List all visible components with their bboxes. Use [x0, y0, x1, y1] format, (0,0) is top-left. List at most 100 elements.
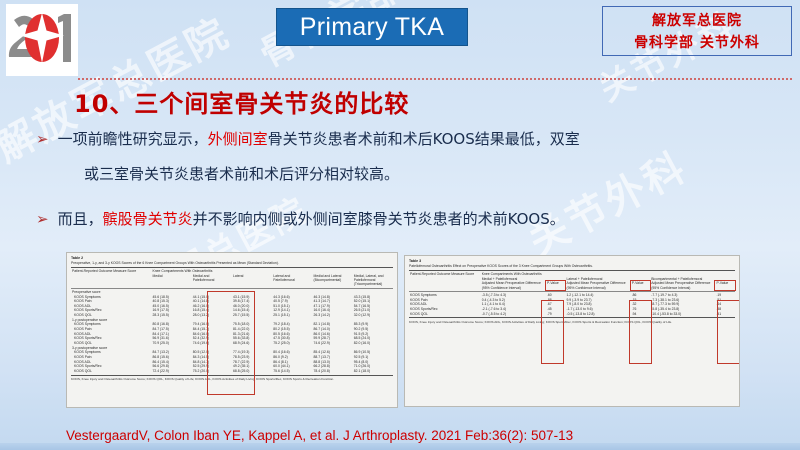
- bullet-marker-icon: ➢: [36, 131, 49, 148]
- cell-pvalue: .88: [546, 297, 552, 302]
- cell: -3.5 (-7.3 to 4.3): [481, 293, 507, 298]
- watermark-text: 关节外科: [521, 144, 695, 265]
- table-2-col-medial-pf: Medial and Patellofemoral: [192, 273, 215, 282]
- cell: 81.4 (22.0): [233, 327, 250, 332]
- cell: 84.4 (15.7): [192, 327, 210, 332]
- table-row: KOOS Sports/Rec -2.1 (-7.6 to 3.4) .45 -1.7…: [409, 307, 735, 312]
- row-label: KOOS ADL: [74, 303, 92, 308]
- row-label: KOOS Sports/Rec: [410, 307, 438, 312]
- cell: 88.8 (13.0): [313, 359, 330, 364]
- cell: 66.2 (28.8): [313, 364, 330, 369]
- table-2-stub-header: Patient-Reported Outcome Measure Score: [72, 268, 137, 273]
- cell: -0.7 (-5.5 to 4.2): [481, 311, 507, 316]
- figure-table-3: Table 3 Patellofemoral Osteoarthritis Ef…: [404, 255, 740, 407]
- slide-title-box: Primary TKA: [276, 8, 468, 46]
- table-3-span-header: Knee Compartments With Osteoarthritis: [481, 271, 542, 276]
- cell: 71.0 (26.0): [353, 364, 371, 369]
- cell: 79.2 (18.4): [273, 322, 290, 327]
- table-2-section-row: 1-y postoperative score: [71, 318, 393, 323]
- cell: 68.9 (24.6): [233, 340, 250, 345]
- cell-pvalue: .60: [546, 293, 552, 298]
- cell-pvalue: .41: [716, 311, 722, 316]
- row-label: KOOS Pain: [74, 354, 92, 359]
- table-row: KOOS Pain 40.8 (15.3) 40.1 (14.8) 39.8 (17.…: [71, 299, 393, 304]
- cell: 86.9 (10.5): [353, 350, 371, 355]
- table-2-col-lateral: Lateral: [233, 273, 244, 278]
- cell: 82.1 (14.8): [313, 322, 330, 327]
- cell: 55.6 (33.8): [233, 336, 250, 341]
- cell-pvalue: .86: [631, 293, 637, 298]
- table-2-section-row: 3-y postoperative score: [71, 345, 393, 350]
- cell: -7.7 (-19.7 to 4.3): [651, 293, 678, 298]
- table-2-section-0: Preoperative score: [72, 289, 101, 294]
- cell: 0.4 (-4.3 to 5.2): [481, 297, 505, 302]
- table-2-col-bicompartmental: Medial and Lateral (Bicompartmental): [313, 273, 342, 282]
- cell: 9.9 (-3.9 to 23.7): [566, 297, 592, 302]
- cell: 52.5 (29.9): [192, 364, 210, 369]
- row-label: KOOS QOL: [410, 311, 428, 316]
- cell: -2.1 (-7.6 to 3.4): [481, 307, 507, 312]
- cell: 88.7 (13.7): [313, 354, 330, 359]
- table-2-header-row: Patient-Reported Outcome Measure Score K…: [71, 269, 393, 274]
- table-3-caption: Patellofemoral Osteoarthritis Effect on …: [409, 263, 593, 268]
- row-label: KOOS Symptoms: [74, 294, 101, 299]
- cell: 86.0 (9.2): [273, 354, 288, 359]
- cell: 78.5 (23.9): [233, 354, 250, 359]
- row-label: KOOS ADL: [74, 331, 92, 336]
- table-2-label: Table 2: [71, 256, 84, 260]
- cell: 72.4 (22.9): [152, 368, 169, 373]
- cell: 16.8 (15.4): [192, 308, 210, 313]
- org-name: 解放军总医院: [652, 13, 742, 29]
- table-2-subheader-row: Medial Medial and Patellofemoral Lateral…: [71, 273, 393, 287]
- table-row: KOOS ADL 84.4 (17.1) 84.6 (16.0) 81.3 (21.6…: [71, 332, 393, 337]
- cell-pvalue: .58: [716, 307, 722, 312]
- row-label: KOOS Pain: [410, 297, 428, 302]
- cell: 68.8 (25.0): [233, 368, 250, 373]
- cell: 92.5 (9.1): [353, 354, 369, 359]
- cell: -5.8 (-35.4 to 23.8): [651, 307, 680, 312]
- cell-pvalue: .79: [546, 311, 552, 316]
- cell-pvalue: .51: [716, 297, 722, 302]
- row-label: KOOS ADL: [74, 359, 92, 364]
- table-row: KOOS ADL 45.0 (16.5) 46.2 (16.0) 46.0 (20.0…: [71, 304, 393, 309]
- slide-title: Primary TKA: [299, 12, 445, 41]
- cell: 80.5 (12.0): [192, 350, 210, 355]
- cell: 91.5 (9.2): [353, 331, 369, 336]
- table-row: KOOS QOL 28.3 (15.5) 28.0 (13.2) 25.7 (15.5…: [71, 313, 393, 318]
- cell: 80.2 (15.5): [273, 327, 290, 332]
- cell: 84.6 (16.0): [192, 331, 210, 336]
- cell-pvalue: .64: [716, 302, 722, 307]
- cell: 86.4 (15.4): [152, 359, 169, 364]
- table-3-col-pvalue-1: P-Value: [545, 280, 567, 291]
- table-row: KOOS Symptoms 80.8 (16.8) 79.4 (16.0) 75.5 …: [71, 322, 393, 327]
- table-3-stub-header: Patient-Reported Outcome Measure Score: [410, 271, 475, 276]
- bullet-item-2: ➢ 而且，髌股骨关节炎并不影响内侧或外侧间室膝骨关节炎患者的术前KOOS。: [36, 208, 781, 231]
- cell: 84.7 (17.5): [152, 327, 169, 332]
- row-label: KOOS Symptoms: [410, 293, 437, 298]
- cell: 51.0 (15.1): [273, 303, 290, 308]
- organization-box: 解放军总医院 骨科学部 关节外科: [602, 6, 792, 56]
- cell-pvalue: .45: [546, 307, 552, 312]
- figure-table-2: Table 2 Preoperative, 1-y, and 3-y KOOS …: [66, 252, 398, 408]
- cell: 32.0 (12.9): [353, 313, 371, 318]
- cell: 25.7 (15.5): [233, 313, 250, 318]
- cell: 82.0 (16.0): [353, 340, 371, 345]
- cell-pvalue: .67: [546, 302, 552, 307]
- cell: 95.4 (8.0): [353, 359, 369, 364]
- cell: 46.3 (14.8): [313, 294, 330, 299]
- table-3-col-diff-1: Adjusted Mean Preoperative Difference (9…: [481, 281, 541, 290]
- cell: 84.8 (14.7): [192, 359, 210, 364]
- row-label: KOOS ADL: [410, 302, 428, 307]
- cell: 86.4 (8.1): [273, 359, 288, 364]
- cell: 85.3 (9.9): [353, 322, 369, 327]
- cell: 82.1 (18.0): [353, 368, 371, 373]
- cell: 90.2 (9.5): [353, 327, 369, 332]
- cell: 79.4 (16.0): [192, 322, 210, 327]
- footer-bar: [0, 443, 800, 450]
- table-row: KOOS Symptoms 45.6 (18.5) 44.1 (15.0) 43.1 …: [71, 294, 393, 299]
- table-row: KOOS Sports/Rec 56.6 (29.8) 52.5 (29.9) 49.…: [71, 364, 393, 369]
- cell: 47.5 (30.8): [273, 336, 290, 341]
- cell: 78.4 (20.8): [313, 368, 330, 373]
- table-row: KOOS QOL 72.4 (22.9) 75.2 (20.0) 68.8 (25.0…: [71, 369, 393, 374]
